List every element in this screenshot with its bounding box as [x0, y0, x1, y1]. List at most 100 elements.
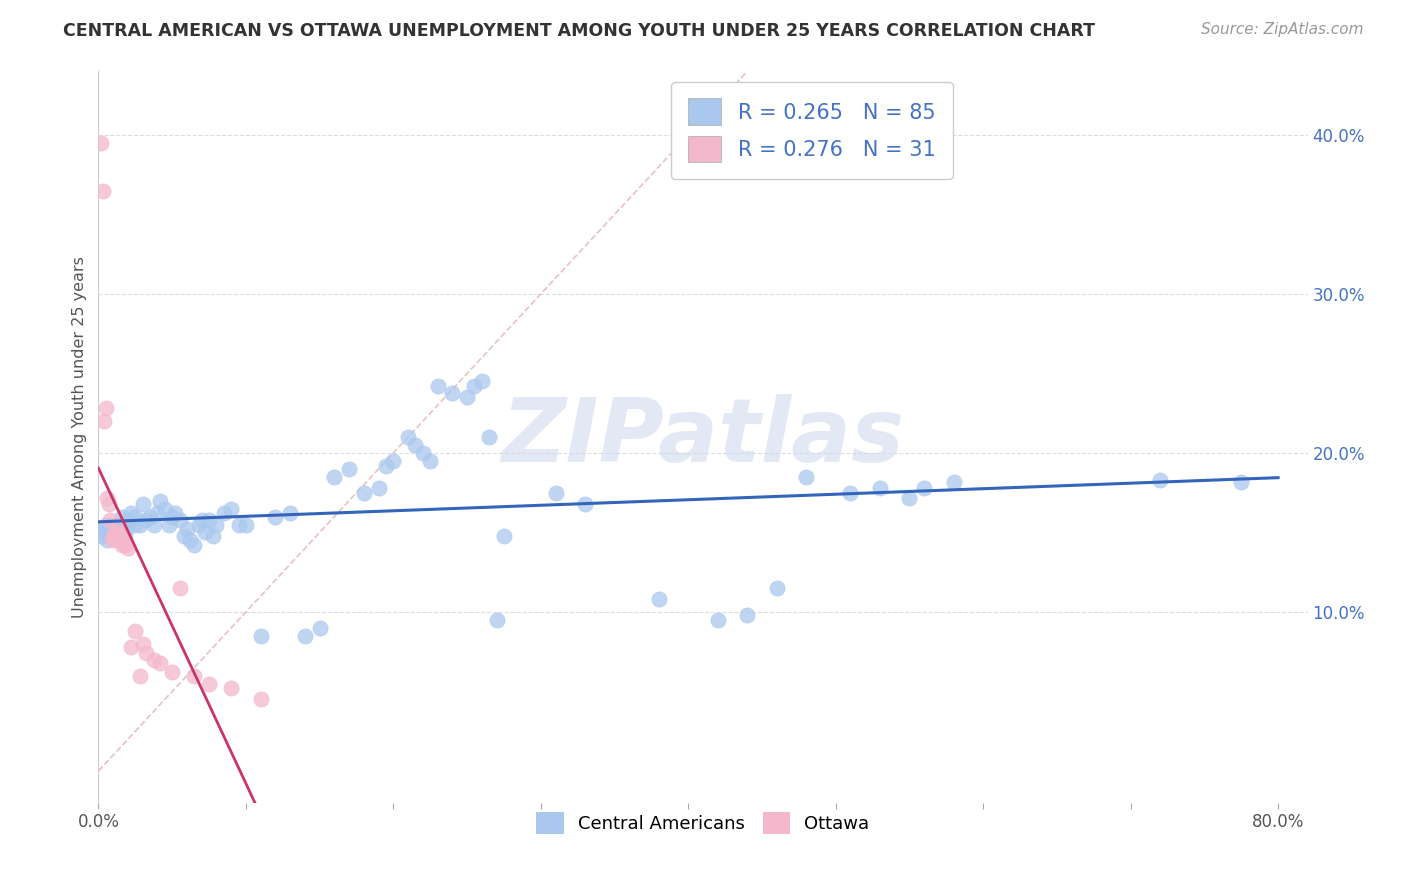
- Point: [794, 470, 817, 484]
- Point: [120, 507, 142, 521]
- Point: [198, 513, 221, 527]
- Point: [706, 613, 728, 627]
- Point: [869, 481, 891, 495]
- Point: [120, 640, 142, 654]
- Point: [98, 517, 121, 532]
- Point: [179, 533, 201, 548]
- Point: [101, 529, 124, 543]
- Point: [112, 517, 135, 532]
- Point: [492, 529, 515, 543]
- Point: [117, 513, 139, 527]
- Point: [104, 529, 127, 543]
- Point: [456, 390, 478, 404]
- Point: [160, 509, 183, 524]
- Point: [485, 613, 508, 627]
- Point: [143, 653, 166, 667]
- Point: [382, 454, 405, 468]
- Point: [128, 668, 150, 682]
- Point: [1230, 475, 1253, 489]
- Point: [91, 522, 114, 536]
- Point: [97, 529, 120, 543]
- Point: [96, 533, 118, 548]
- Point: [108, 525, 131, 540]
- Point: [157, 517, 180, 532]
- Point: [412, 446, 434, 460]
- Point: [97, 497, 120, 511]
- Point: [124, 509, 146, 524]
- Point: [91, 184, 114, 198]
- Point: [131, 637, 153, 651]
- Point: [128, 517, 150, 532]
- Point: [114, 538, 136, 552]
- Point: [308, 621, 330, 635]
- Point: [100, 533, 122, 548]
- Point: [249, 692, 271, 706]
- Point: [367, 481, 389, 495]
- Point: [898, 491, 921, 505]
- Point: [183, 538, 205, 552]
- Point: [212, 507, 235, 521]
- Point: [235, 517, 257, 532]
- Legend: Central Americans, Ottawa: Central Americans, Ottawa: [529, 805, 877, 841]
- Point: [135, 646, 157, 660]
- Point: [94, 401, 117, 416]
- Point: [104, 525, 127, 540]
- Point: [110, 522, 132, 536]
- Point: [353, 485, 375, 500]
- Point: [441, 385, 464, 400]
- Point: [471, 375, 494, 389]
- Point: [139, 509, 162, 524]
- Point: [105, 525, 128, 540]
- Point: [176, 522, 198, 536]
- Text: ZIPatlas: ZIPatlas: [502, 393, 904, 481]
- Point: [107, 517, 129, 532]
- Point: [228, 517, 250, 532]
- Point: [93, 414, 115, 428]
- Y-axis label: Unemployment Among Youth under 25 years: Unemployment Among Youth under 25 years: [72, 256, 87, 618]
- Point: [323, 470, 346, 484]
- Point: [153, 501, 176, 516]
- Point: [183, 668, 205, 682]
- Point: [149, 656, 172, 670]
- Point: [194, 525, 217, 540]
- Point: [396, 430, 419, 444]
- Point: [101, 522, 124, 536]
- Point: [90, 136, 112, 150]
- Point: [93, 525, 115, 540]
- Point: [912, 481, 935, 495]
- Point: [478, 430, 501, 444]
- Point: [169, 581, 191, 595]
- Point: [574, 497, 596, 511]
- Point: [337, 462, 360, 476]
- Point: [117, 541, 139, 556]
- Point: [160, 665, 183, 680]
- Point: [648, 592, 671, 607]
- Point: [94, 517, 117, 532]
- Point: [205, 517, 228, 532]
- Point: [765, 581, 787, 595]
- Point: [173, 529, 195, 543]
- Point: [375, 458, 398, 473]
- Point: [108, 529, 131, 543]
- Point: [1149, 473, 1171, 487]
- Text: CENTRAL AMERICAN VS OTTAWA UNEMPLOYMENT AMONG YOUTH UNDER 25 YEARS CORRELATION C: CENTRAL AMERICAN VS OTTAWA UNEMPLOYMENT …: [63, 22, 1095, 40]
- Point: [202, 529, 225, 543]
- Point: [463, 379, 485, 393]
- Point: [146, 507, 169, 521]
- Point: [278, 507, 301, 521]
- Point: [544, 485, 567, 500]
- Point: [100, 525, 122, 540]
- Point: [96, 491, 118, 505]
- Point: [107, 533, 129, 548]
- Point: [135, 513, 157, 527]
- Point: [198, 676, 221, 690]
- Point: [404, 438, 426, 452]
- Point: [112, 529, 135, 543]
- Point: [111, 509, 134, 524]
- Point: [98, 513, 121, 527]
- Point: [426, 379, 449, 393]
- Text: Source: ZipAtlas.com: Source: ZipAtlas.com: [1201, 22, 1364, 37]
- Point: [169, 513, 191, 527]
- Point: [149, 493, 172, 508]
- Point: [942, 475, 965, 489]
